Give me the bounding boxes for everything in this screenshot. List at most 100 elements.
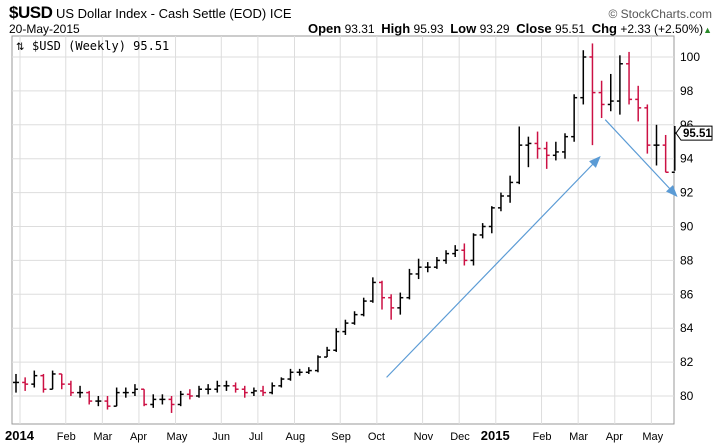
ohlc-bar — [507, 175, 514, 203]
y-tick-label: 82 — [680, 355, 694, 369]
high-value: 95.93 — [413, 22, 444, 36]
y-tick-label: 98 — [680, 84, 694, 98]
low-value: 93.29 — [479, 22, 510, 36]
ohlc-bar — [662, 134, 669, 174]
ohlc-bar — [223, 380, 230, 391]
ohlc-bar — [86, 390, 93, 405]
ohlc-bar — [196, 385, 202, 398]
legend-label: $USD (Weekly) 95.51 — [32, 39, 169, 53]
y-tick-label: 100 — [680, 50, 700, 64]
ohlc-bar — [470, 233, 477, 266]
ohlc-bar — [580, 50, 587, 105]
ohlc-bar — [443, 250, 450, 264]
ohlc-bar — [598, 80, 605, 119]
ohlc-bar — [388, 294, 395, 320]
ohlc-bar — [497, 192, 504, 212]
ohlc-bar — [616, 55, 623, 115]
x-tick-label: 2015 — [481, 428, 510, 443]
y-tick-label: 90 — [680, 220, 694, 234]
arrowhead-icon — [665, 185, 678, 197]
ohlc-bar — [433, 257, 440, 269]
ohlc-summary: Open 93.31 High 95.93 Low 93.29 Close 95… — [308, 21, 712, 36]
stockcharts-logo[interactable]: © StockCharts.com — [608, 7, 712, 21]
ohlc-bar — [296, 368, 303, 376]
ohlc-bar — [269, 382, 276, 395]
trend-arrow — [386, 156, 601, 378]
ohlc-bar — [397, 292, 404, 315]
ohlc-bar — [168, 396, 175, 413]
ohlc-bar — [644, 104, 651, 154]
ohlc-bar — [324, 346, 331, 358]
x-tick-label: Jul — [249, 431, 263, 443]
ohlc-bar — [342, 319, 349, 335]
ohlc-bar — [488, 206, 495, 234]
ohlc-bar — [589, 43, 596, 146]
ohlc-bar — [369, 277, 376, 303]
ohlc-bar — [104, 396, 111, 410]
close-value: 95.51 — [555, 22, 586, 36]
ohlc-bar — [479, 223, 486, 239]
x-tick-label: Feb — [57, 431, 76, 443]
ohlc-bar — [653, 124, 660, 166]
x-tick-label: May — [642, 431, 663, 443]
instrument-name: US Dollar Index - Cash Settle (EOD) ICE — [56, 6, 292, 21]
ohlc-bar — [13, 373, 19, 393]
ohlc-bar — [552, 141, 559, 161]
x-tick-label: May — [167, 431, 188, 443]
ohlc-bar — [305, 367, 312, 374]
y-tick-label: 84 — [680, 321, 694, 335]
arrowhead-icon — [589, 156, 601, 168]
ohlc-bar — [260, 385, 267, 396]
y-tick-label: 80 — [680, 389, 694, 403]
high-label: High — [381, 21, 411, 36]
ohlc-bars — [13, 43, 678, 413]
ohlc-bar — [424, 262, 431, 273]
ohlc-bar — [205, 384, 212, 395]
ohlc-bar — [31, 370, 38, 388]
bar-chart-icon: ⇅ — [16, 42, 24, 53]
symbol: $USD — [9, 3, 53, 22]
open-value: 93.31 — [344, 22, 375, 36]
x-tick-label: Sep — [331, 431, 351, 443]
ohlc-bar — [525, 136, 532, 168]
ohlc-bar — [58, 373, 65, 390]
y-tick-label: 92 — [680, 186, 694, 200]
ohlc-bar — [333, 328, 340, 352]
ohlc-bar — [141, 388, 148, 407]
quote-date: 20-May-2015 — [9, 22, 80, 36]
ohlc-bar — [415, 258, 422, 280]
ohlc-bar — [67, 380, 74, 396]
arrow-line — [386, 156, 601, 378]
x-tick-label: Jun — [212, 431, 230, 443]
last-price-label: 95.51 — [683, 128, 712, 140]
ohlc-bar — [186, 389, 193, 400]
arrow-line — [604, 119, 678, 197]
ohlc-bar — [241, 385, 248, 398]
x-tick-label: Apr — [606, 431, 623, 443]
open-label: Open — [308, 21, 342, 36]
ohlc-bar — [49, 370, 56, 390]
ohlc-bar — [131, 384, 138, 396]
y-tick-label: 86 — [680, 287, 694, 301]
close-label: Close — [516, 21, 552, 36]
ohlc-bar — [461, 243, 468, 266]
ohlc-bar — [406, 268, 413, 300]
ohlc-bar — [232, 382, 239, 393]
ohlc-bar — [571, 94, 578, 142]
x-tick-label: Mar — [93, 431, 112, 443]
y-tick-label: 94 — [680, 152, 694, 166]
x-tick-label: Aug — [286, 431, 306, 443]
ohlc-bar — [534, 131, 541, 159]
ohlc-bar — [360, 297, 367, 317]
x-tick-label: Feb — [533, 431, 552, 443]
ohlc-bar — [40, 373, 47, 393]
ohlc-bar — [177, 390, 184, 407]
ohlc-bar — [250, 387, 257, 396]
ohlc-bar — [278, 377, 285, 388]
ohlc-bar — [95, 396, 102, 407]
plot-area — [11, 35, 675, 425]
ohlc-bar — [122, 387, 129, 398]
ohlc-bar — [607, 73, 614, 112]
